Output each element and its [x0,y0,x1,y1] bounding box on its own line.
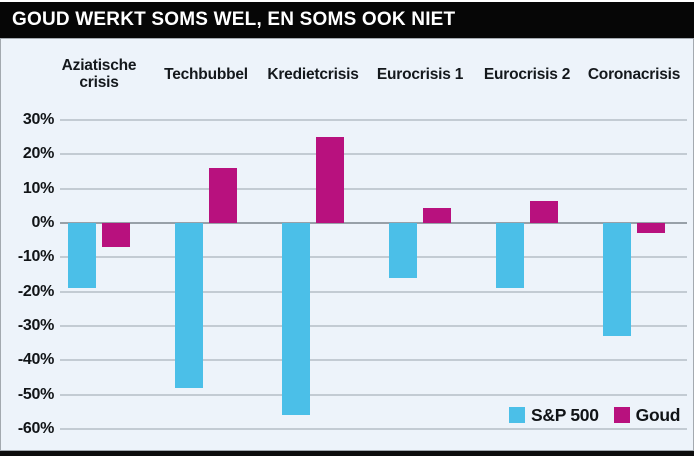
gridline [60,153,687,156]
bar-sp500 [68,223,96,289]
bottom-bar [0,451,694,456]
gridline [60,119,687,121]
zero-gridline [60,222,687,224]
bar-goud [102,223,130,248]
bar-goud [530,200,558,223]
goud-legend-swatch [613,407,630,423]
y-axis-tick-label: -50% [17,385,54,403]
chart-panel: Aziatische crisis Techbubbel Kredietcrisis… [0,38,694,451]
y-axis-tick-label: 10% [22,179,54,197]
y-axis-tick-label: 30% [22,111,54,128]
bar-sp500 [603,223,631,337]
y-axis-tick-label: -20% [17,282,54,300]
bar-sp500 [496,223,524,289]
category-label: Aziatische crisis [61,57,137,91]
legend-label-goud: Goud [635,404,681,425]
category-label: Kredietcrisis [267,65,359,83]
y-axis-tick-label: 20% [22,145,54,163]
y-axis-tick-label: -40% [17,351,54,369]
category-label: Coronacrisis [587,65,681,83]
legend: S&P 500 Goud [509,404,680,426]
gridline [60,256,687,259]
gridline [60,393,687,396]
chart-title: GOUD WERKT SOMS WEL, EN SOMS OOK NIET [12,9,456,30]
category-label: Techbubbel [164,65,248,83]
title-bar: GOUD WERKT SOMS WEL, EN SOMS OOK NIET [0,2,694,38]
category-label: Eurocrisis 2 [483,65,571,83]
bar-goud [637,223,665,234]
gridline [60,290,687,293]
y-axis-tick-label: -60% [17,419,54,437]
gridline [60,427,687,430]
bar-sp500 [389,223,417,278]
y-axis-tick-label: 0% [31,214,54,231]
legend-item-goud: Goud [613,404,681,426]
y-axis-tick-label: -10% [17,248,54,266]
sp500-legend-swatch [509,407,525,423]
bar-goud [316,137,344,223]
y-axis-tick-label: -30% [17,316,54,334]
legend-item-sp500: S&P 500 [509,405,599,426]
gridline [60,324,687,327]
gridline [60,187,687,190]
bar-goud [423,207,451,223]
legend-label-sp500: S&P 500 [531,404,599,425]
gridline [60,359,687,362]
bar-sp500 [175,223,203,388]
bar-goud [209,168,237,223]
bar-sp500 [282,223,310,416]
category-label: Eurocrisis 1 [376,65,464,83]
